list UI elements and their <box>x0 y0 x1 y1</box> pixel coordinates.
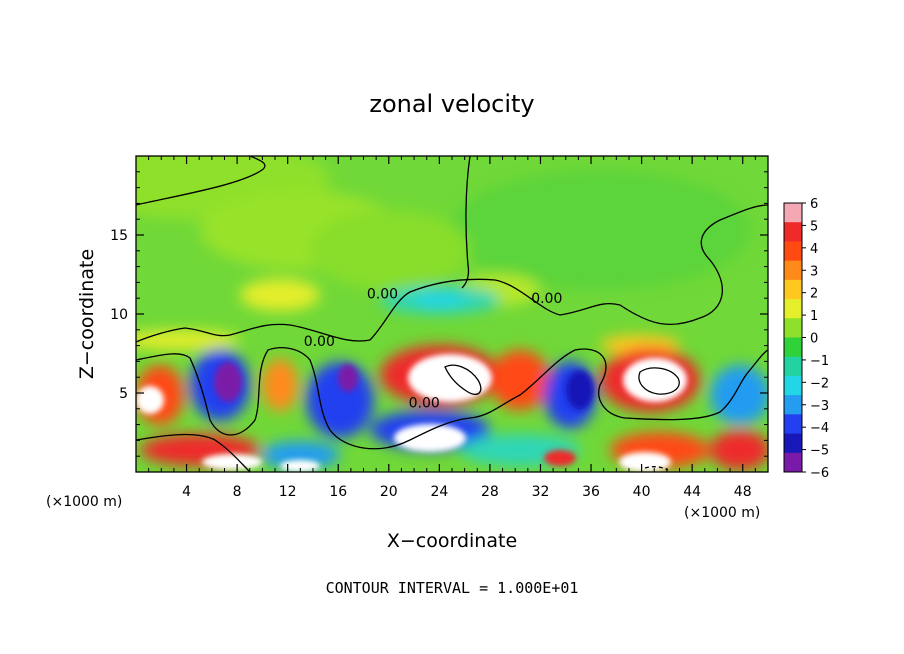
x-axis-label: X−coordinate <box>387 530 517 552</box>
field-blob <box>566 370 594 410</box>
contour-line <box>461 156 471 289</box>
field-cores <box>136 354 687 472</box>
field-blob <box>214 362 242 402</box>
colorbar-tick-label: −3 <box>810 399 829 414</box>
x-tick-label: 48 <box>734 484 752 500</box>
colorbar-segment <box>784 375 802 396</box>
x-tick-label: 4 <box>182 484 191 500</box>
colorbar-segment <box>784 452 802 473</box>
colorbar-tick-label: −4 <box>810 421 829 436</box>
x-tick-label: 20 <box>380 484 398 500</box>
colorbar-tick-label: 4 <box>810 242 818 257</box>
y-tick-label: 10 <box>110 307 128 323</box>
field-blob <box>710 430 768 470</box>
x-tick-label: 28 <box>481 484 499 500</box>
contour-line <box>644 466 669 471</box>
colorbar-segment <box>784 414 802 434</box>
field-blob <box>280 460 320 472</box>
y-tick-label: 15 <box>110 228 128 244</box>
colorbar-tick-label: 0 <box>810 332 818 347</box>
contour-line <box>136 347 768 450</box>
colorbar-tick-label: 1 <box>810 309 818 324</box>
contour-labels: 0.00 0.00 0.00 0.00 <box>304 286 563 411</box>
field-blob <box>262 359 298 411</box>
colorbar-segment <box>784 203 802 223</box>
colorbar-segment <box>784 318 802 338</box>
velocity-field <box>136 156 768 472</box>
colorbar-segment <box>784 260 802 281</box>
colorbar-segment <box>784 241 802 262</box>
colorbar-tick-label: 6 <box>810 197 818 212</box>
colorbar-tick-label: 3 <box>810 264 818 279</box>
contour-label: 0.00 <box>367 286 398 302</box>
colorbar-tick-label: −1 <box>810 354 829 369</box>
contour-line <box>136 156 266 206</box>
field-blob <box>623 358 687 402</box>
field-blob <box>136 330 240 350</box>
contour-line <box>638 367 680 395</box>
zero-contours <box>136 156 768 472</box>
colorbar-segment <box>784 299 802 319</box>
colorbar-segment <box>784 222 802 242</box>
contour-label: 0.00 <box>409 395 440 411</box>
field-blob <box>619 452 671 472</box>
colorbar-segment <box>784 356 802 377</box>
contour-label: 0.00 <box>531 291 562 307</box>
chart-title: zonal velocity <box>369 90 534 118</box>
colorbar-tick-label: 2 <box>810 287 818 302</box>
x-tick-label: 8 <box>233 484 242 500</box>
colorbar-segment <box>784 395 802 415</box>
colorbar-segment <box>784 279 802 300</box>
colorbar-segment <box>784 337 802 358</box>
colorbar-segment <box>784 433 802 454</box>
x-tick-label: 44 <box>683 484 701 500</box>
field-blob <box>310 210 470 290</box>
contour-line <box>136 204 768 343</box>
contour-label: 0.00 <box>304 334 335 350</box>
field-blob <box>414 292 466 308</box>
colorbar-tick-label: −2 <box>810 376 829 391</box>
colorbar-tick-label: −5 <box>810 444 829 459</box>
colorbar-tick-label: 5 <box>810 219 818 234</box>
contour-line <box>444 364 482 395</box>
x-unit-right: (×1000 m) <box>684 505 760 521</box>
field-blob <box>710 365 768 425</box>
x-unit-left: (×1000 m) <box>46 494 122 510</box>
x-tick-label: 12 <box>279 484 297 500</box>
contour-interval-note: CONTOUR INTERVAL = 1.000E+01 <box>326 579 579 597</box>
y-axis-ticks: 5 10 15 <box>110 171 768 457</box>
field-blob <box>260 441 340 469</box>
x-tick-label: 32 <box>532 484 550 500</box>
field-blob <box>202 454 262 470</box>
contour-line <box>136 433 251 472</box>
x-tick-label: 40 <box>633 484 651 500</box>
field-blob <box>394 424 466 452</box>
field-blob <box>338 364 358 392</box>
field-blob <box>490 350 550 410</box>
colorbar: 6 5 4 3 2 1 0 −1 −2 −3 −4 −5 −6 <box>783 197 829 481</box>
field-blob <box>136 386 164 414</box>
x-tick-label: 16 <box>329 484 347 500</box>
x-tick-label: 24 <box>430 484 448 500</box>
field-blob <box>408 354 492 402</box>
y-tick-label: 5 <box>119 386 128 402</box>
field-blob <box>450 170 750 290</box>
field-blob <box>240 279 320 311</box>
x-tick-label: 36 <box>582 484 600 500</box>
colorbar-tick-label: −6 <box>810 466 829 481</box>
x-axis-ticks: 4 8 12 16 20 24 28 32 36 40 44 48 <box>148 156 756 500</box>
field-blob <box>544 450 576 466</box>
y-axis-label: Z−coordinate <box>76 249 98 379</box>
